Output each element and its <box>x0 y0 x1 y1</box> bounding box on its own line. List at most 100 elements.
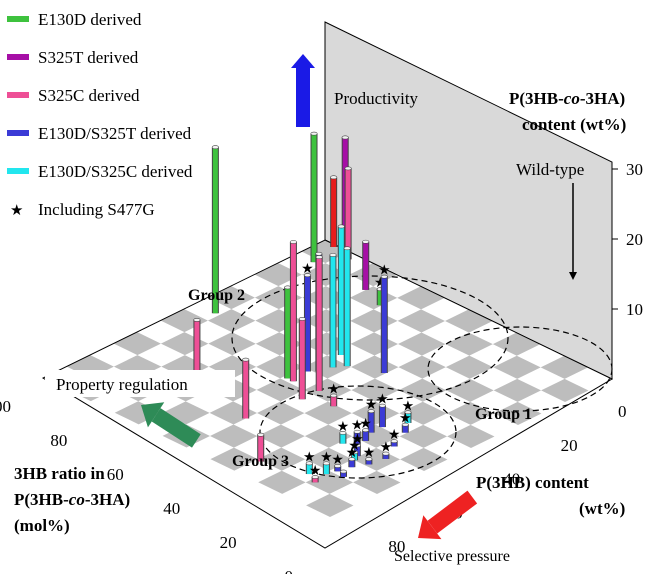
floor-tile <box>353 470 401 494</box>
bar-cap <box>315 251 323 256</box>
property-regulation-box <box>45 370 235 397</box>
x-tick-label: 40 <box>503 470 520 489</box>
star-marker: ★ <box>303 450 316 465</box>
bar-cap <box>303 273 311 278</box>
bar <box>330 175 338 247</box>
z-tick-label: 30 <box>626 160 643 179</box>
floor-tile <box>446 401 495 425</box>
bar-cap <box>329 253 337 257</box>
x-tick-label: 100 <box>331 571 357 574</box>
legend-label: E130D/S325T derived <box>38 124 192 143</box>
floor-tile <box>398 355 446 379</box>
bar: ★ <box>365 398 378 433</box>
legend-label: E130D derived <box>38 10 142 29</box>
y-tick-label: 0 <box>285 567 294 574</box>
z-axis-ticks: 10 20 30 <box>612 160 643 319</box>
bar <box>289 240 297 382</box>
selective-pressure-arrow <box>418 490 478 540</box>
bar-cap <box>343 246 351 251</box>
star-marker: ★ <box>363 446 376 461</box>
bar: ★ <box>320 450 333 475</box>
star-marker: ★ <box>327 383 340 398</box>
group3-ellipse <box>259 385 457 479</box>
group1-label: Group 1 <box>475 406 532 423</box>
floor-tile <box>256 378 304 402</box>
floor-tile <box>306 493 354 517</box>
bar-cap <box>344 166 352 171</box>
floor-tile <box>210 447 258 471</box>
floor-tile <box>301 263 350 287</box>
bar-cap <box>242 357 250 362</box>
floor-tile <box>258 470 306 494</box>
bar: ★ <box>346 446 358 468</box>
star-marker: ★ <box>320 450 333 465</box>
bar: ★ <box>399 412 412 433</box>
star-marker: ★ <box>359 417 372 432</box>
floor-tile <box>257 401 305 425</box>
bar: ★ <box>402 399 415 423</box>
floor-tile <box>257 424 305 448</box>
star-marker: ★ <box>402 399 415 414</box>
bar-cap <box>337 224 345 229</box>
bar-cap <box>330 175 338 180</box>
star-marker: ★ <box>378 264 391 279</box>
legend-star-icon: ★ <box>10 203 23 219</box>
bar: ★ <box>331 453 344 472</box>
y-tick-label: 40 <box>163 499 180 518</box>
bar-cap <box>348 457 356 462</box>
floor-tile <box>400 447 448 471</box>
bar-cap <box>353 443 361 448</box>
bar <box>339 469 347 477</box>
floor-tile <box>351 401 400 425</box>
z-axis-title-line1: P(3HB-co-3HA) <box>509 89 625 108</box>
x-axis-title-line2: (wt%) <box>579 499 625 518</box>
y-axis-ticks: 0 20 40 60 80 100 <box>0 397 293 574</box>
property-regulation-label: Property regulation <box>56 375 188 394</box>
y-tick-label: 100 <box>0 397 11 416</box>
z-axis-title-line2: content (wt%) <box>522 115 626 134</box>
bar <box>315 255 323 391</box>
star-marker: ★ <box>365 398 378 413</box>
bar-cap <box>311 475 319 479</box>
bar-cap <box>404 410 412 415</box>
bar-cap <box>322 461 330 466</box>
floor-tile <box>304 401 352 425</box>
floor-tile <box>447 424 495 448</box>
bar: ★ <box>388 428 400 447</box>
bar-cap <box>315 255 323 259</box>
star-marker: ★ <box>337 420 350 435</box>
bar <box>211 145 219 314</box>
legend-swatch <box>7 130 29 136</box>
bar-cap <box>351 450 359 455</box>
bar <box>242 357 250 419</box>
floor-tile <box>493 378 542 402</box>
x-tick-label: 0 <box>618 402 627 421</box>
bar: ★ <box>301 262 314 372</box>
legend-label: S325C derived <box>38 86 140 105</box>
floor-tile <box>208 332 256 356</box>
bar-cap <box>193 318 201 322</box>
z-tick-label: 20 <box>626 230 643 249</box>
bar-cap <box>289 240 297 244</box>
selective-pressure-label: Selective pressure <box>394 548 510 565</box>
bar: ★ <box>378 264 391 374</box>
legend-swatch <box>7 54 29 60</box>
bar-cap <box>380 274 388 279</box>
floor-tile <box>493 355 541 379</box>
bar-cap <box>339 431 347 435</box>
bar-cap <box>353 429 361 434</box>
x-tick-label: 80 <box>388 537 405 556</box>
bar: ★ <box>380 441 393 459</box>
bar-cap <box>305 461 313 466</box>
star-marker: ★ <box>380 441 393 456</box>
group2-ellipse <box>231 275 509 401</box>
y-axis-title-line1: 3HB ratio in <box>14 464 105 483</box>
bar <box>284 285 292 379</box>
bar: ★ <box>376 393 389 428</box>
legend-label: S325T derived <box>38 48 139 67</box>
star-marker: ★ <box>331 453 344 468</box>
bar-cap <box>362 428 370 433</box>
floor-tile <box>399 424 448 448</box>
bar: ★ <box>359 417 372 441</box>
